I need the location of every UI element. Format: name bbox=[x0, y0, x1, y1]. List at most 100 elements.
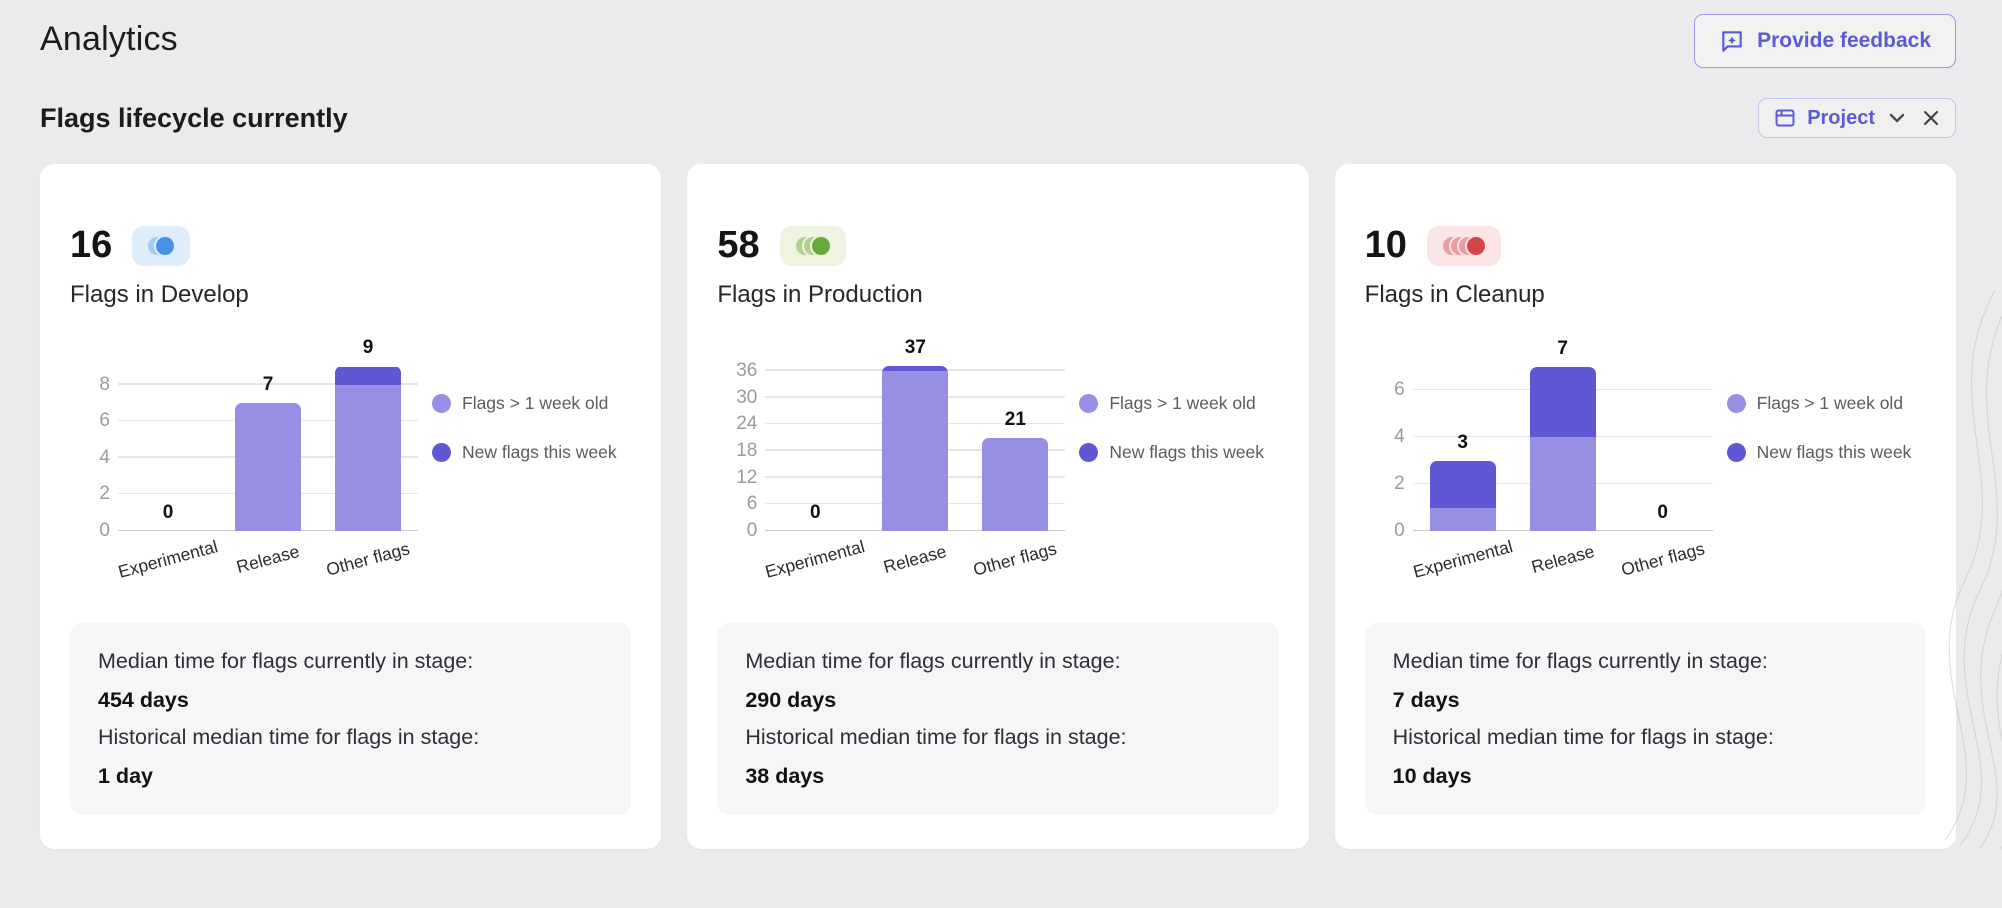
legend-item-old-flags: Flags > 1 week old bbox=[1726, 393, 1912, 414]
y-axis-tick-label: 0 bbox=[99, 520, 110, 541]
bar-slot: 0 Other flags bbox=[1613, 361, 1713, 580]
stage-develop-badge-icon bbox=[132, 225, 191, 266]
legend-label: New flags this week bbox=[462, 442, 617, 462]
chart-legend: Flags > 1 week old New flags this week bbox=[1726, 361, 1912, 593]
stacked-bar[interactable] bbox=[882, 366, 949, 531]
provide-feedback-button[interactable]: Provide feedback bbox=[1694, 14, 1956, 68]
bar-segment-old-flags[interactable] bbox=[235, 403, 301, 531]
chart-plot-area: 0 6 12 18 24 30 36 0 Experimental 37 Release 21 Othe… bbox=[736, 337, 1066, 582]
bar-value-label: 7 bbox=[262, 374, 274, 396]
x-axis-category-label: Experimental bbox=[115, 536, 220, 582]
median-stats-box: Median time for flags currently in stage… bbox=[70, 623, 632, 815]
chart-legend: Flags > 1 week old New flags this week bbox=[1079, 361, 1264, 593]
provide-feedback-label: Provide feedback bbox=[1757, 29, 1931, 52]
x-axis-category-label: Other flags bbox=[323, 538, 412, 580]
top-bar: Analytics Provide feedback bbox=[0, 0, 2002, 68]
median-historical-value: 10 days bbox=[1392, 764, 1472, 788]
bar-value-label: 37 bbox=[904, 337, 926, 359]
stacked-bar[interactable] bbox=[982, 437, 1049, 531]
median-stats-box: Median time for flags currently in stage… bbox=[1364, 623, 1926, 815]
x-axis-category-label: Release bbox=[234, 541, 302, 577]
bar-segment-old-flags[interactable] bbox=[882, 370, 949, 531]
bar-slot: 9 Other flags bbox=[318, 337, 418, 579]
bar-segment-old-flags[interactable] bbox=[1529, 437, 1596, 531]
legend-item-new-flags: New flags this week bbox=[432, 442, 617, 463]
legend-dot-old-icon bbox=[432, 394, 451, 413]
y-axis-tick-label: 0 bbox=[1394, 520, 1405, 541]
x-axis-category-label: Release bbox=[881, 541, 949, 577]
bar-value-label: 0 bbox=[1657, 502, 1668, 523]
bar-value-label: 21 bbox=[1004, 408, 1026, 430]
median-current-value: 454 days bbox=[98, 688, 189, 712]
median-historical-label: Historical median time for flags in stag… bbox=[745, 725, 1127, 749]
legend-dot-old-icon bbox=[1079, 394, 1099, 413]
chart-legend: Flags > 1 week old New flags this week bbox=[432, 361, 617, 593]
chevron-down-icon[interactable] bbox=[1889, 112, 1905, 124]
flag-count: 10 bbox=[1364, 224, 1407, 266]
bar-segment-old-flags[interactable] bbox=[335, 384, 401, 531]
stage-progress-dot-icon bbox=[154, 234, 177, 257]
legend-label: Flags > 1 week old bbox=[1756, 393, 1904, 413]
stage-progress-dot-icon bbox=[809, 234, 832, 257]
y-axis-tick-label: 8 bbox=[99, 373, 110, 395]
card-title: Flags in Develop bbox=[70, 281, 249, 308]
bar-segment-new-flags[interactable] bbox=[335, 366, 401, 385]
legend-dot-new-icon bbox=[432, 443, 451, 462]
flag-count: 58 bbox=[717, 224, 760, 266]
remove-filter-close-icon[interactable] bbox=[1921, 108, 1941, 128]
x-axis-category-label: Experimental bbox=[1410, 536, 1515, 582]
y-axis-tick-label: 0 bbox=[746, 520, 758, 541]
legend-item-old-flags: Flags > 1 week old bbox=[1079, 393, 1264, 414]
legend-item-new-flags: New flags this week bbox=[1079, 442, 1264, 463]
y-axis-tick-label: 4 bbox=[99, 446, 110, 468]
chart-plot-area: 0 2 4 6 8 0 Experimental 7 Release 9 Other flags bbox=[99, 337, 418, 582]
bar-segment-new-flags[interactable] bbox=[1529, 366, 1596, 438]
bar-value-label: 9 bbox=[362, 337, 374, 359]
bar-segment-new-flags[interactable] bbox=[882, 366, 949, 371]
y-axis-tick-label: 2 bbox=[99, 483, 110, 505]
y-axis-tick-label: 4 bbox=[1394, 426, 1405, 448]
y-axis-tick-label: 6 bbox=[99, 410, 110, 432]
y-axis-tick-label: 2 bbox=[1394, 473, 1405, 495]
legend-dot-new-icon bbox=[1079, 443, 1099, 462]
bar-slot: 7 Release bbox=[218, 361, 318, 577]
median-current-value: 7 days bbox=[1392, 688, 1460, 712]
bar-segment-old-flags[interactable] bbox=[1429, 507, 1496, 531]
bar-segment-new-flags[interactable] bbox=[1429, 460, 1496, 508]
x-axis-category-label: Other flags bbox=[1618, 538, 1707, 580]
bar-slot: 3 Experimental bbox=[1411, 361, 1515, 582]
feedback-icon bbox=[1719, 28, 1745, 54]
project-filter-dropdown[interactable]: Project bbox=[1758, 98, 1956, 138]
cleanup-bar-chart: 0 2 4 6 3 Experimental 7 Release 0 Other flags bbox=[1365, 338, 1727, 593]
median-stats-box: Median time for flags currently in stage… bbox=[717, 623, 1279, 815]
stacked-bar[interactable] bbox=[1429, 460, 1496, 531]
page-title: Analytics bbox=[40, 20, 178, 58]
legend-label: New flags this week bbox=[1756, 442, 1912, 462]
legend-item-new-flags: New flags this week bbox=[1726, 442, 1912, 463]
legend-label: Flags > 1 week old bbox=[462, 393, 609, 413]
y-axis-tick-label: 30 bbox=[736, 386, 758, 408]
bar-slot: 37 Release bbox=[865, 337, 965, 577]
bar-value-label: 7 bbox=[1557, 337, 1568, 359]
bar-segment-old-flags[interactable] bbox=[982, 437, 1049, 531]
stage-card-cleanup: 10 Flags in Cleanup 0 2 4 6 3 Experimental 7 Re… bbox=[1334, 164, 1956, 849]
x-axis-category-label: Release bbox=[1528, 541, 1597, 577]
stage-cleanup-badge-icon bbox=[1426, 225, 1501, 266]
stacked-bar[interactable] bbox=[235, 403, 301, 531]
legend-label: New flags this week bbox=[1109, 442, 1264, 462]
legend-dot-old-icon bbox=[1726, 394, 1746, 413]
bar-slot: 0 Experimental bbox=[116, 361, 220, 582]
stacked-bar[interactable] bbox=[335, 366, 401, 531]
stage-progress-dot-icon bbox=[1464, 234, 1487, 257]
median-current-label: Median time for flags currently in stage… bbox=[98, 649, 474, 673]
flag-count: 16 bbox=[70, 224, 113, 266]
gridline bbox=[118, 383, 418, 385]
median-historical-value: 1 day bbox=[98, 764, 153, 788]
develop-bar-chart: 0 2 4 6 8 0 Experimental 7 Release 9 Other flags bbox=[70, 337, 432, 593]
chart-plot-area: 0 2 4 6 3 Experimental 7 Release 0 Other flags bbox=[1394, 338, 1713, 582]
stage-cards-row: 16 Flags in Develop 0 2 4 6 8 0 Experimental 7 R… bbox=[40, 164, 1956, 849]
x-axis-category-label: Other flags bbox=[971, 538, 1060, 580]
y-axis-tick-label: 24 bbox=[736, 413, 758, 435]
project-filter-label: Project bbox=[1807, 106, 1875, 129]
stacked-bar[interactable] bbox=[1529, 366, 1596, 531]
